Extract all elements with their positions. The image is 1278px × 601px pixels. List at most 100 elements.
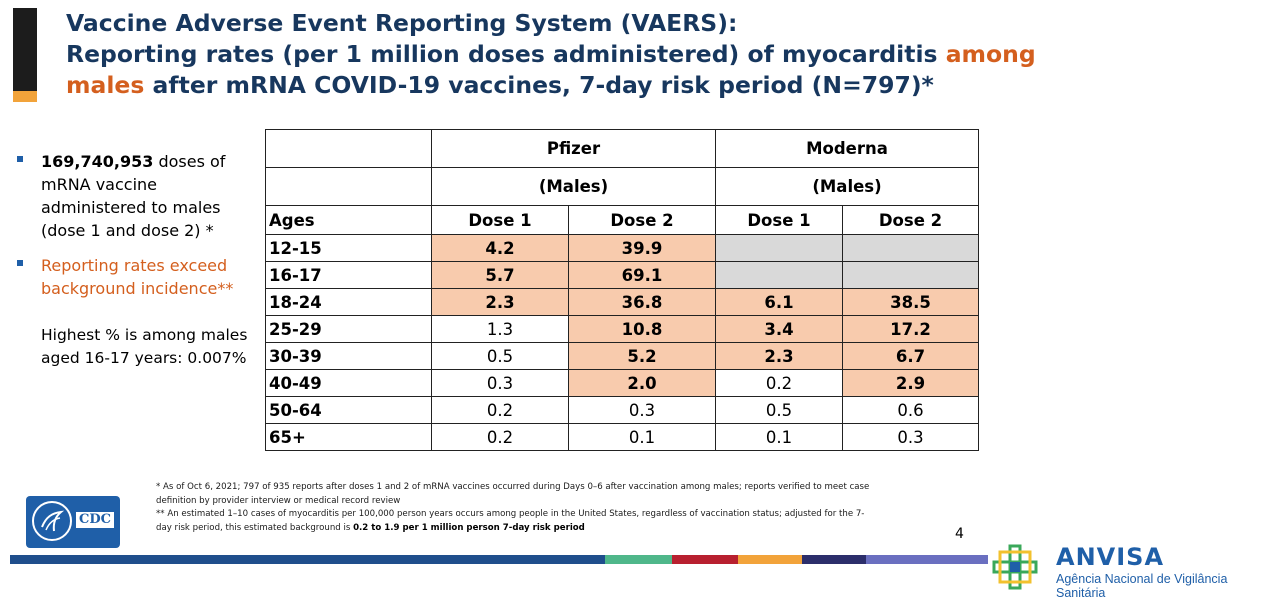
bullet-square-icon — [17, 260, 23, 266]
stripe-segment — [672, 555, 738, 564]
title-line-3: males after mRNA COVID-19 vaccines, 7-da… — [66, 70, 1066, 101]
anvisa-subtitle: Agência Nacional de Vigilância Sanitária — [1056, 572, 1228, 600]
page-number: 4 — [955, 526, 964, 542]
anvisa-name: ANVISA — [1056, 543, 1165, 571]
empty-header-cell — [265, 129, 432, 168]
bullet-square-icon — [17, 156, 23, 162]
rate-cell: 6.1 — [715, 288, 843, 316]
rate-cell — [715, 261, 843, 289]
rate-cell: 6.7 — [842, 342, 979, 370]
dose-header: Dose 2 — [568, 205, 716, 235]
rate-cell: 0.1 — [568, 423, 716, 451]
bullet-doses: 169,740,953 doses of mRNA vaccine admini… — [16, 150, 256, 242]
title-line-3-text: after mRNA COVID-19 vaccines, 7-day risk… — [144, 71, 934, 99]
age-cell: 50-64 — [265, 396, 432, 424]
hhs-seal-icon — [32, 501, 72, 541]
header-row-doses: Ages Dose 1 Dose 2 Dose 1 Dose 2 — [265, 205, 979, 235]
footnote-2: ** An estimated 1–10 cases of myocarditi… — [156, 508, 876, 535]
rate-cell: 10.8 — [568, 315, 716, 343]
ages-header: Ages — [265, 205, 432, 235]
footnote-2-bold: 0.2 to 1.9 per 1 million person 7-day ri… — [353, 522, 585, 533]
rate-cell: 2.0 — [568, 369, 716, 397]
table-row: 12-15 4.2 39.9 — [265, 234, 979, 262]
footnote-2-text: ** An estimated 1–10 cases of myocarditi… — [156, 509, 865, 533]
header-row-males: (Males) (Males) — [265, 167, 979, 206]
table-row: 16-17 5.7 69.1 — [265, 261, 979, 289]
rates-table: Pfizer Moderna (Males) (Males) Ages Dose… — [265, 129, 979, 451]
dose-header: Dose 2 — [842, 205, 979, 235]
table-row: 50-64 0.2 0.3 0.5 0.6 — [265, 396, 979, 424]
stripe-segment — [802, 555, 866, 564]
rate-cell — [842, 234, 979, 262]
highest-note: Highest % is among males aged 16-17 year… — [41, 326, 248, 367]
rates-text: Reporting rates exceed background incide… — [41, 256, 234, 298]
cdc-logo: CDC — [26, 496, 120, 548]
rate-cell: 0.5 — [431, 342, 569, 370]
moderna-header: Moderna — [715, 129, 979, 168]
rate-cell: 0.5 — [715, 396, 843, 424]
doses-count: 169,740,953 — [41, 152, 154, 171]
rate-cell: 0.2 — [431, 396, 569, 424]
age-cell: 16-17 — [265, 261, 432, 289]
bullet-list: 169,740,953 doses of mRNA vaccine admini… — [16, 150, 256, 370]
table-row: 18-24 2.3 36.8 6.1 38.5 — [265, 288, 979, 316]
moderna-males-header: (Males) — [715, 167, 979, 206]
rate-cell: 17.2 — [842, 315, 979, 343]
age-cell: 30-39 — [265, 342, 432, 370]
anvisa-cross-icon — [992, 544, 1038, 590]
bullet-rates: Reporting rates exceed background incide… — [16, 254, 256, 300]
rate-cell: 2.3 — [431, 288, 569, 316]
pfizer-header: Pfizer — [431, 129, 716, 168]
rate-cell: 0.1 — [715, 423, 843, 451]
table-row: 65+ 0.2 0.1 0.1 0.3 — [265, 423, 979, 451]
age-cell: 40-49 — [265, 369, 432, 397]
stripe-segment — [738, 555, 802, 564]
title-line-2: Reporting rates (per 1 million doses adm… — [66, 39, 1066, 70]
age-cell: 65+ — [265, 423, 432, 451]
title-accent-bar-orange — [13, 91, 37, 102]
dose-header: Dose 1 — [431, 205, 569, 235]
stripe-segment — [866, 555, 988, 564]
stripe-segment — [10, 555, 605, 564]
rate-cell: 2.9 — [842, 369, 979, 397]
rate-cell — [842, 261, 979, 289]
footnotes: * As of Oct 6, 2021; 797 of 935 reports … — [156, 481, 876, 535]
title-accent-bar — [13, 8, 37, 91]
age-cell: 25-29 — [265, 315, 432, 343]
rate-cell: 0.3 — [842, 423, 979, 451]
rate-cell: 69.1 — [568, 261, 716, 289]
table-row: 40-49 0.3 2.0 0.2 2.9 — [265, 369, 979, 397]
rate-cell: 38.5 — [842, 288, 979, 316]
stripe-segment — [605, 555, 672, 564]
rate-cell: 4.2 — [431, 234, 569, 262]
rate-cell: 5.2 — [568, 342, 716, 370]
rate-cell: 2.3 — [715, 342, 843, 370]
dose-header: Dose 1 — [715, 205, 843, 235]
title-line-2-text: Reporting rates (per 1 million doses adm… — [66, 40, 946, 68]
rate-cell: 39.9 — [568, 234, 716, 262]
cdc-logo-text: CDC — [76, 512, 114, 528]
empty-header-cell — [265, 167, 432, 206]
doses-text: doses of mRNA vaccine administered to ma… — [41, 152, 226, 240]
footnote-1: * As of Oct 6, 2021; 797 of 935 reports … — [156, 482, 870, 506]
rate-cell: 0.6 — [842, 396, 979, 424]
slide-title: Vaccine Adverse Event Reporting System (… — [66, 8, 1066, 101]
rate-cell: 0.2 — [715, 369, 843, 397]
title-highlight-among: among — [945, 40, 1036, 68]
age-cell: 12-15 — [265, 234, 432, 262]
rate-cell: 0.3 — [431, 369, 569, 397]
table-row: 25-29 1.3 10.8 3.4 17.2 — [265, 315, 979, 343]
age-cell: 18-24 — [265, 288, 432, 316]
rate-cell: 3.4 — [715, 315, 843, 343]
title-highlight-males: males — [66, 71, 145, 99]
bottom-color-stripe — [10, 555, 988, 564]
table-body: 12-15 4.2 39.9 16-17 5.7 69.1 18-24 2.3 36.8 6.1 3… — [265, 234, 979, 451]
rate-cell: 1.3 — [431, 315, 569, 343]
title-line-1: Vaccine Adverse Event Reporting System (… — [66, 9, 738, 37]
rate-cell — [715, 234, 843, 262]
header-row-brand: Pfizer Moderna — [265, 129, 979, 168]
rate-cell: 36.8 — [568, 288, 716, 316]
rate-cell: 5.7 — [431, 261, 569, 289]
rate-cell: 0.2 — [431, 423, 569, 451]
rate-cell: 0.3 — [568, 396, 716, 424]
